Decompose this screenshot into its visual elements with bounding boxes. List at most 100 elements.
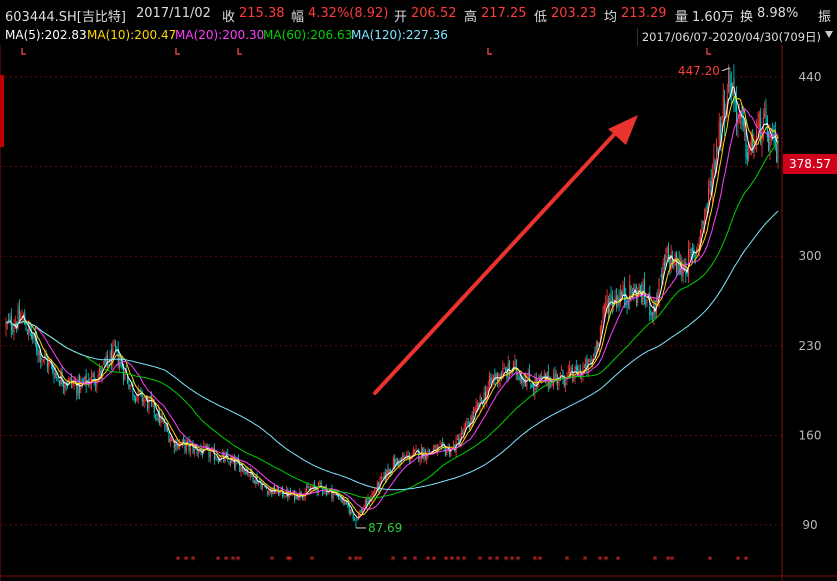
close-label: 收 [222, 10, 236, 25]
candle-body [172, 440, 174, 442]
candle-body [483, 391, 485, 404]
candle-body [233, 459, 235, 467]
candle-body [689, 252, 691, 253]
candle-body [323, 491, 325, 493]
candle-body [415, 448, 417, 450]
candle-body [748, 152, 750, 159]
event-marker-star: * [391, 555, 396, 566]
candle-body [762, 116, 764, 140]
candle-body [519, 377, 521, 381]
current-price-tag: 378.57 [783, 154, 837, 174]
candle-body [577, 367, 579, 377]
candle-body [25, 327, 27, 332]
candle-body [395, 459, 397, 467]
ma20-value: MA(20):200.30 [175, 28, 265, 42]
candle-body [468, 425, 470, 429]
candle-body [567, 371, 569, 374]
candle-body [452, 445, 454, 447]
candle-body [561, 369, 563, 371]
moving-average-legend: MA(5):202.83 MA(10):200.47 MA(20):200.30… [0, 28, 837, 45]
candle-body [505, 368, 507, 370]
event-marker-star: * [426, 555, 431, 566]
candle-body [180, 443, 182, 445]
candle-body [342, 497, 344, 501]
event-marker-star: * [744, 555, 749, 566]
candle-body [494, 374, 496, 380]
event-marker-top [487, 48, 492, 55]
candle-body [717, 149, 719, 151]
event-marker-star: * [236, 555, 241, 566]
candle-body [622, 284, 624, 295]
candle-body [85, 374, 87, 387]
candle-body [690, 249, 692, 252]
candle-body [140, 389, 142, 391]
candle-body [252, 473, 254, 482]
candle-body [582, 367, 584, 375]
event-marker-star: * [413, 555, 418, 566]
candle-body [454, 444, 456, 452]
candlestick-chart[interactable]: 44037030023016090447.2087.69************… [0, 45, 837, 581]
candle-body [736, 100, 738, 124]
candle-body [28, 324, 30, 334]
candle-body [527, 372, 529, 378]
candle-body [661, 273, 663, 280]
candle-body [768, 131, 770, 151]
candle-body [275, 492, 277, 493]
date-range-text: 2017/06/07-2020/04/30(709日) [641, 30, 821, 44]
candle-body [658, 278, 660, 301]
candle-body [362, 508, 364, 514]
candle-body [434, 446, 436, 448]
candle-body [404, 456, 406, 458]
candle-body [440, 443, 442, 445]
candle-body [506, 368, 508, 378]
candle-body [217, 459, 219, 462]
high-label: 高 [464, 10, 478, 25]
trend-arrow-shaft [373, 124, 624, 395]
candle-body [455, 437, 457, 453]
candle-body [623, 285, 625, 300]
candle-body [729, 74, 731, 88]
candle-body [147, 397, 149, 409]
candle-body [724, 100, 726, 122]
candle-body [463, 426, 465, 436]
candle-body [232, 457, 234, 462]
candle-body [124, 370, 126, 381]
candle-body [46, 358, 48, 368]
ma60-value: MA(60):206.63 [263, 28, 353, 42]
candle-body [239, 462, 241, 472]
candle-body [60, 373, 62, 385]
candle-body [171, 439, 173, 442]
candle-body [563, 377, 565, 386]
candle-body [168, 431, 170, 442]
open-label: 开 [394, 10, 408, 25]
candle-body [261, 484, 263, 489]
candle-body [14, 323, 16, 328]
candle-body [279, 490, 281, 495]
candle-body [599, 325, 601, 343]
candle-body [551, 384, 553, 386]
candle-body [617, 296, 619, 307]
event-marker-star: * [310, 555, 315, 566]
candle-body [37, 350, 39, 356]
candle-body [376, 482, 378, 490]
candle-body [525, 379, 527, 387]
candle-body [316, 488, 318, 493]
candle-body [761, 134, 763, 148]
candle-body [359, 511, 361, 515]
ma120-value: MA(120):227.36 [351, 28, 448, 42]
candle-body [374, 491, 376, 493]
candle-body [510, 371, 512, 375]
candle-body [502, 368, 504, 380]
event-marker-star: * [191, 555, 196, 566]
ma60-line [5, 141, 779, 499]
candle-body [513, 361, 515, 373]
candle-body [529, 370, 531, 382]
date-range-selector[interactable]: 2017/06/07-2020/04/30(709日) [636, 28, 835, 46]
change-value: 4.32%(8.92) [308, 6, 389, 21]
event-marker-star: * [354, 555, 359, 566]
candle-body [598, 342, 600, 348]
event-marker-star: * [736, 555, 741, 566]
candle-body [721, 116, 723, 139]
candle-body [344, 500, 346, 505]
candle-body [187, 441, 189, 443]
